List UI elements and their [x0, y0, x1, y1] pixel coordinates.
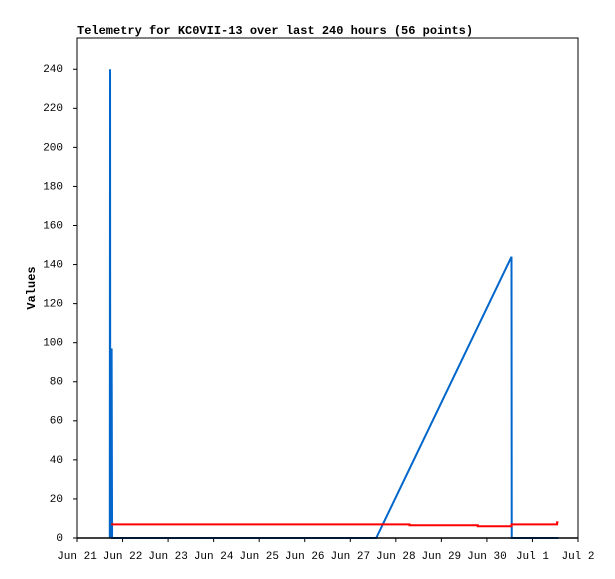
y-tick-label: 20	[50, 494, 63, 506]
x-tick-label: Jul 2	[561, 551, 594, 563]
x-tick-label: Jun 24	[194, 551, 234, 563]
y-tick-label: 240	[43, 64, 63, 76]
y-tick-label: 220	[43, 103, 63, 115]
y-tick-label: 140	[43, 259, 63, 271]
y-tick-label: 40	[50, 455, 63, 467]
x-tick-label: Jun 29	[422, 551, 462, 563]
data-line	[111, 521, 559, 528]
y-tick-label: 0	[56, 533, 63, 545]
x-tick-label: Jul 1	[516, 551, 549, 563]
x-tick-label: Jun 21	[57, 551, 97, 563]
y-tick-label: 100	[43, 338, 63, 350]
y-tick-label: 80	[50, 377, 63, 389]
y-tick-label: 180	[43, 181, 63, 193]
x-tick-label: Jun 22	[103, 551, 143, 563]
x-tick-label: Jun 23	[148, 551, 188, 563]
x-tick-label: Jun 25	[239, 551, 279, 563]
x-tick-label: Jun 30	[467, 551, 507, 563]
y-tick-label: 160	[43, 220, 63, 232]
y-tick-label: 200	[43, 142, 63, 154]
x-tick-label: Jun 27	[330, 551, 370, 563]
x-tick-label: Jun 28	[376, 551, 416, 563]
plot-frame	[76, 37, 579, 539]
y-axis-label: Values	[25, 266, 39, 309]
x-tick-label: Jun 26	[285, 551, 325, 563]
y-tick-label: 60	[50, 416, 63, 428]
y-tick-label: 120	[43, 299, 63, 311]
chart-title: Telemetry for KC0VII-13 over last 240 ho…	[77, 24, 473, 38]
